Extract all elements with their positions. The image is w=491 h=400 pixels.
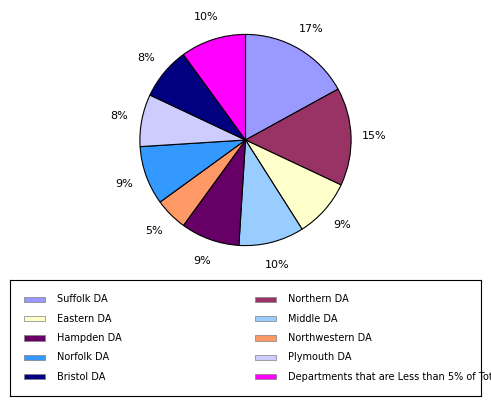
- Text: 17%: 17%: [299, 24, 324, 34]
- Wedge shape: [246, 89, 351, 185]
- FancyBboxPatch shape: [255, 297, 276, 302]
- Text: Northern DA: Northern DA: [288, 294, 349, 304]
- Text: Hampden DA: Hampden DA: [57, 333, 122, 343]
- FancyBboxPatch shape: [255, 355, 276, 360]
- Wedge shape: [140, 95, 246, 147]
- Text: Bristol DA: Bristol DA: [57, 372, 106, 382]
- Wedge shape: [160, 140, 246, 226]
- FancyBboxPatch shape: [24, 335, 45, 341]
- FancyBboxPatch shape: [255, 316, 276, 321]
- Text: 15%: 15%: [362, 131, 386, 141]
- Wedge shape: [246, 140, 341, 229]
- Text: Northwestern DA: Northwestern DA: [288, 333, 372, 343]
- Wedge shape: [150, 54, 246, 140]
- Text: Middle DA: Middle DA: [288, 314, 337, 324]
- Wedge shape: [184, 34, 246, 140]
- Text: Plymouth DA: Plymouth DA: [288, 352, 352, 362]
- Text: 10%: 10%: [193, 12, 218, 22]
- Text: 9%: 9%: [115, 179, 133, 189]
- Wedge shape: [184, 140, 246, 245]
- Text: Suffolk DA: Suffolk DA: [57, 294, 108, 304]
- Text: 5%: 5%: [146, 226, 163, 236]
- FancyBboxPatch shape: [255, 374, 276, 379]
- Text: Departments that are Less than 5% of Total: Departments that are Less than 5% of Tot…: [288, 372, 491, 382]
- Text: 9%: 9%: [333, 220, 351, 230]
- FancyBboxPatch shape: [255, 335, 276, 341]
- Text: 9%: 9%: [193, 256, 211, 266]
- Wedge shape: [239, 140, 302, 246]
- Text: 10%: 10%: [265, 260, 290, 270]
- Text: Norfolk DA: Norfolk DA: [57, 352, 109, 362]
- Wedge shape: [246, 34, 338, 140]
- Text: 8%: 8%: [137, 53, 155, 63]
- FancyBboxPatch shape: [24, 355, 45, 360]
- Text: 8%: 8%: [110, 111, 128, 121]
- FancyBboxPatch shape: [24, 316, 45, 321]
- Wedge shape: [140, 140, 246, 202]
- Text: Eastern DA: Eastern DA: [57, 314, 111, 324]
- FancyBboxPatch shape: [24, 297, 45, 302]
- FancyBboxPatch shape: [24, 374, 45, 379]
